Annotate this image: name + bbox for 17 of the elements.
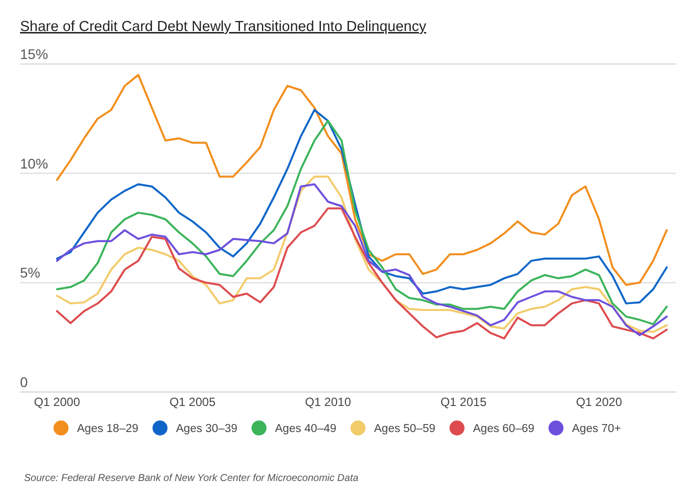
y-tick-label: 10% [20,155,48,172]
source-note: Source: Federal Reserve Bank of New York Center for Microeconomic Data [24,473,359,484]
y-tick-label: 5% [20,264,40,281]
legend-label: Ages 30–39 [176,423,238,435]
x-tick-label: Q1 2015 [440,395,487,409]
y-tick-label: 0 [20,374,28,390]
legend-label: Ages 18–29 [77,423,138,435]
x-tick-label: Q1 2020 [576,395,622,409]
legend-label: Ages 70+ [572,423,622,435]
x-tick-label: Q1 2010 [304,395,352,409]
x-tick-label: Q1 2005 [169,395,216,409]
chart-title: Share of Credit Card Debt Newly Transitioned Into Delinquency [20,19,427,35]
y-tick-label: 15% [20,46,48,62]
legend-label: Ages 60–69 [473,423,534,435]
legend-label: Ages 50–59 [374,423,436,435]
legend-label: Ages 40–49 [275,423,336,435]
x-tick-label: Q1 2000 [34,395,80,409]
